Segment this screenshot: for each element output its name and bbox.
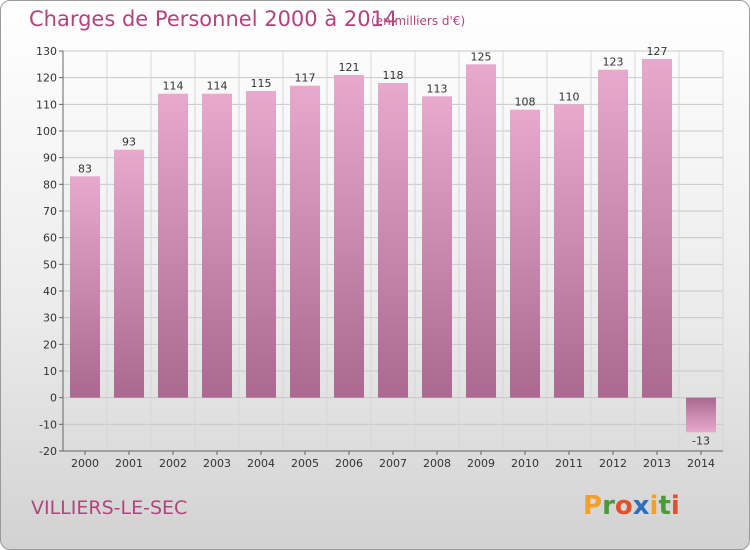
data-label: 114 xyxy=(163,80,184,93)
y-tick-label: 10 xyxy=(43,365,57,378)
bar-2012 xyxy=(598,69,628,398)
proxiti-logo: Proxiti xyxy=(583,491,680,521)
bar-2010 xyxy=(510,109,540,398)
y-tick-label: 20 xyxy=(43,338,57,351)
data-label: 117 xyxy=(295,72,316,85)
chart-subtitle: (en milliers d'€) xyxy=(371,14,466,28)
data-label: 125 xyxy=(471,50,492,63)
y-tick-label: 30 xyxy=(43,312,57,325)
y-tick-label: 50 xyxy=(43,258,57,271)
bar-2011 xyxy=(554,104,584,398)
logo-letter: r xyxy=(602,491,615,521)
data-label: 115 xyxy=(251,77,272,90)
x-tick-label: 2012 xyxy=(599,457,627,470)
y-tick-label: -20 xyxy=(39,445,57,458)
y-tick-label: 40 xyxy=(43,285,57,298)
y-tick-label: 130 xyxy=(36,45,57,58)
data-label: 118 xyxy=(383,69,404,82)
y-tick-label: -10 xyxy=(39,418,57,431)
bar-2002 xyxy=(158,93,188,398)
chart-title: Charges de Personnel 2000 à 2014 xyxy=(29,7,398,31)
x-tick-label: 2014 xyxy=(687,457,715,470)
bar-2008 xyxy=(422,96,452,398)
x-tick-label: 2013 xyxy=(643,457,671,470)
y-tick-label: 110 xyxy=(36,98,57,111)
commune-name: VILLIERS-LE-SEC xyxy=(31,497,188,519)
x-tick-label: 2002 xyxy=(159,457,187,470)
logo-letter: x xyxy=(632,491,650,521)
data-label: 108 xyxy=(515,96,536,109)
x-tick-label: 2005 xyxy=(291,457,319,470)
x-tick-label: 2006 xyxy=(335,457,363,470)
x-tick-label: 2009 xyxy=(467,457,495,470)
y-tick-label: 100 xyxy=(36,125,57,138)
bar-2000 xyxy=(70,176,100,398)
bar-2007 xyxy=(378,83,408,398)
data-label: -13 xyxy=(692,434,710,447)
logo-letter: i xyxy=(670,491,680,521)
y-tick-label: 90 xyxy=(43,152,57,165)
x-tick-label: 2001 xyxy=(115,457,143,470)
logo-letter: i xyxy=(649,491,659,521)
bar-2014 xyxy=(686,397,716,433)
bar-2009 xyxy=(466,64,496,398)
data-label: 113 xyxy=(427,82,448,95)
logo-letter: t xyxy=(658,491,671,521)
y-tick-label: 0 xyxy=(50,392,57,405)
data-label: 121 xyxy=(339,61,360,74)
bar-2003 xyxy=(202,93,232,398)
x-tick-label: 2003 xyxy=(203,457,231,470)
x-tick-label: 2011 xyxy=(555,457,583,470)
x-tick-label: 2004 xyxy=(247,457,275,470)
bar-2005 xyxy=(290,85,320,398)
y-tick-label: 120 xyxy=(36,72,57,85)
bar-2001 xyxy=(114,149,144,398)
logo-letter: P xyxy=(583,491,603,521)
logo-letter: o xyxy=(614,491,633,521)
x-tick-label: 2010 xyxy=(511,457,539,470)
y-tick-label: 80 xyxy=(43,178,57,191)
data-label: 114 xyxy=(207,80,228,93)
data-label: 123 xyxy=(603,56,624,69)
data-label: 127 xyxy=(647,45,668,58)
data-label: 83 xyxy=(78,162,92,175)
bar-2006 xyxy=(334,75,364,398)
bar-2013 xyxy=(642,59,672,398)
x-tick-label: 2000 xyxy=(71,457,99,470)
x-tick-label: 2008 xyxy=(423,457,451,470)
y-tick-label: 70 xyxy=(43,205,57,218)
data-label: 110 xyxy=(559,90,580,103)
bar-2004 xyxy=(246,91,276,398)
data-label: 93 xyxy=(122,136,136,149)
y-tick-label: 60 xyxy=(43,232,57,245)
x-tick-label: 2007 xyxy=(379,457,407,470)
